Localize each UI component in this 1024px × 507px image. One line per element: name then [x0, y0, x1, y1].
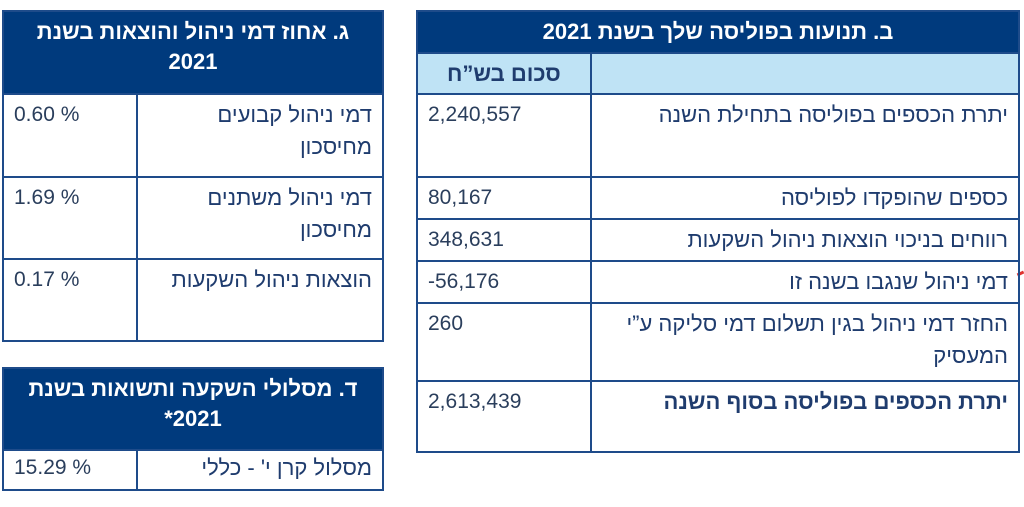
row-label: כספים שהופקדו לפוליסה — [589, 176, 1021, 220]
row-value: 80,167 — [416, 176, 592, 220]
row-value: 2,240,557 — [416, 93, 592, 178]
table-row: מסלול קרן י' - כללי 15.29 % — [1, 449, 384, 491]
table-row: כספים שהופקדו לפוליסה 80,167 — [416, 176, 1021, 220]
table-row: דמי ניהול שנגבו בשנה זו -56,176 — [416, 260, 1021, 304]
table-row: דמי ניהול קבועים מחיסכון 0.60 % — [1, 93, 384, 178]
table-row: יתרת הכספים בפוליסה בסוף השנה 2,613,439 — [416, 380, 1021, 453]
row-label: הוצאות ניהול השקעות — [136, 258, 384, 342]
table-row: הוצאות ניהול השקעות 0.17 % — [1, 258, 384, 342]
table-row: יתרת הכספים בפוליסה בתחילת השנה 2,240,55… — [416, 93, 1021, 178]
row-value: 0.60 % — [1, 93, 139, 178]
row-value: 260 — [416, 302, 592, 382]
policy-movements-title: ב. תנועות בפוליסה שלך בשנת 2021 — [416, 10, 1020, 54]
row-label: רווחים בניכוי הוצאות ניהול השקעות — [589, 218, 1021, 262]
investment-tracks-table: ד. מסלולי השקעה ותשואות בשנת 2021* מסלול… — [1, 367, 384, 491]
label-column-header — [589, 52, 1021, 95]
row-label: דמי ניהול משתנים מחיסכון — [136, 176, 384, 260]
row-label: יתרת הכספים בפוליסה בתחילת השנה — [589, 93, 1021, 178]
row-label: החזר דמי ניהול בגין תשלום דמי סליקה ע”י … — [589, 302, 1021, 382]
management-fees-title: ג. אחוז דמי ניהול והוצאות בשנת 2021 — [2, 10, 384, 95]
table-row: החזר דמי ניהול בגין תשלום דמי סליקה ע”י … — [416, 302, 1021, 382]
amount-column-header: סכום בש”ח — [416, 52, 592, 95]
row-value: 0.17 % — [1, 258, 139, 342]
policy-movements-table: ב. תנועות בפוליסה שלך בשנת 2021 סכום בש”… — [416, 10, 1021, 453]
row-value: 2,613,439 — [416, 380, 592, 453]
table-row: רווחים בניכוי הוצאות ניהול השקעות 348,63… — [416, 218, 1021, 262]
row-label: דמי ניהול שנגבו בשנה זו — [589, 260, 1021, 304]
row-value: 1.69 % — [1, 176, 139, 260]
investment-tracks-title: ד. מסלולי השקעה ותשואות בשנת 2021* — [2, 367, 384, 451]
row-value: -56,176 — [416, 260, 592, 304]
row-label: יתרת הכספים בפוליסה בסוף השנה — [589, 380, 1021, 453]
row-value: 348,631 — [416, 218, 592, 262]
management-fees-table: ג. אחוז דמי ניהול והוצאות בשנת 2021 דמי … — [1, 10, 384, 342]
row-value: 15.29 % — [1, 449, 139, 491]
row-label: דמי ניהול קבועים מחיסכון — [136, 93, 384, 178]
table-row: דמי ניהול משתנים מחיסכון 1.69 % — [1, 176, 384, 260]
row-label: מסלול קרן י' - כללי — [136, 449, 384, 491]
